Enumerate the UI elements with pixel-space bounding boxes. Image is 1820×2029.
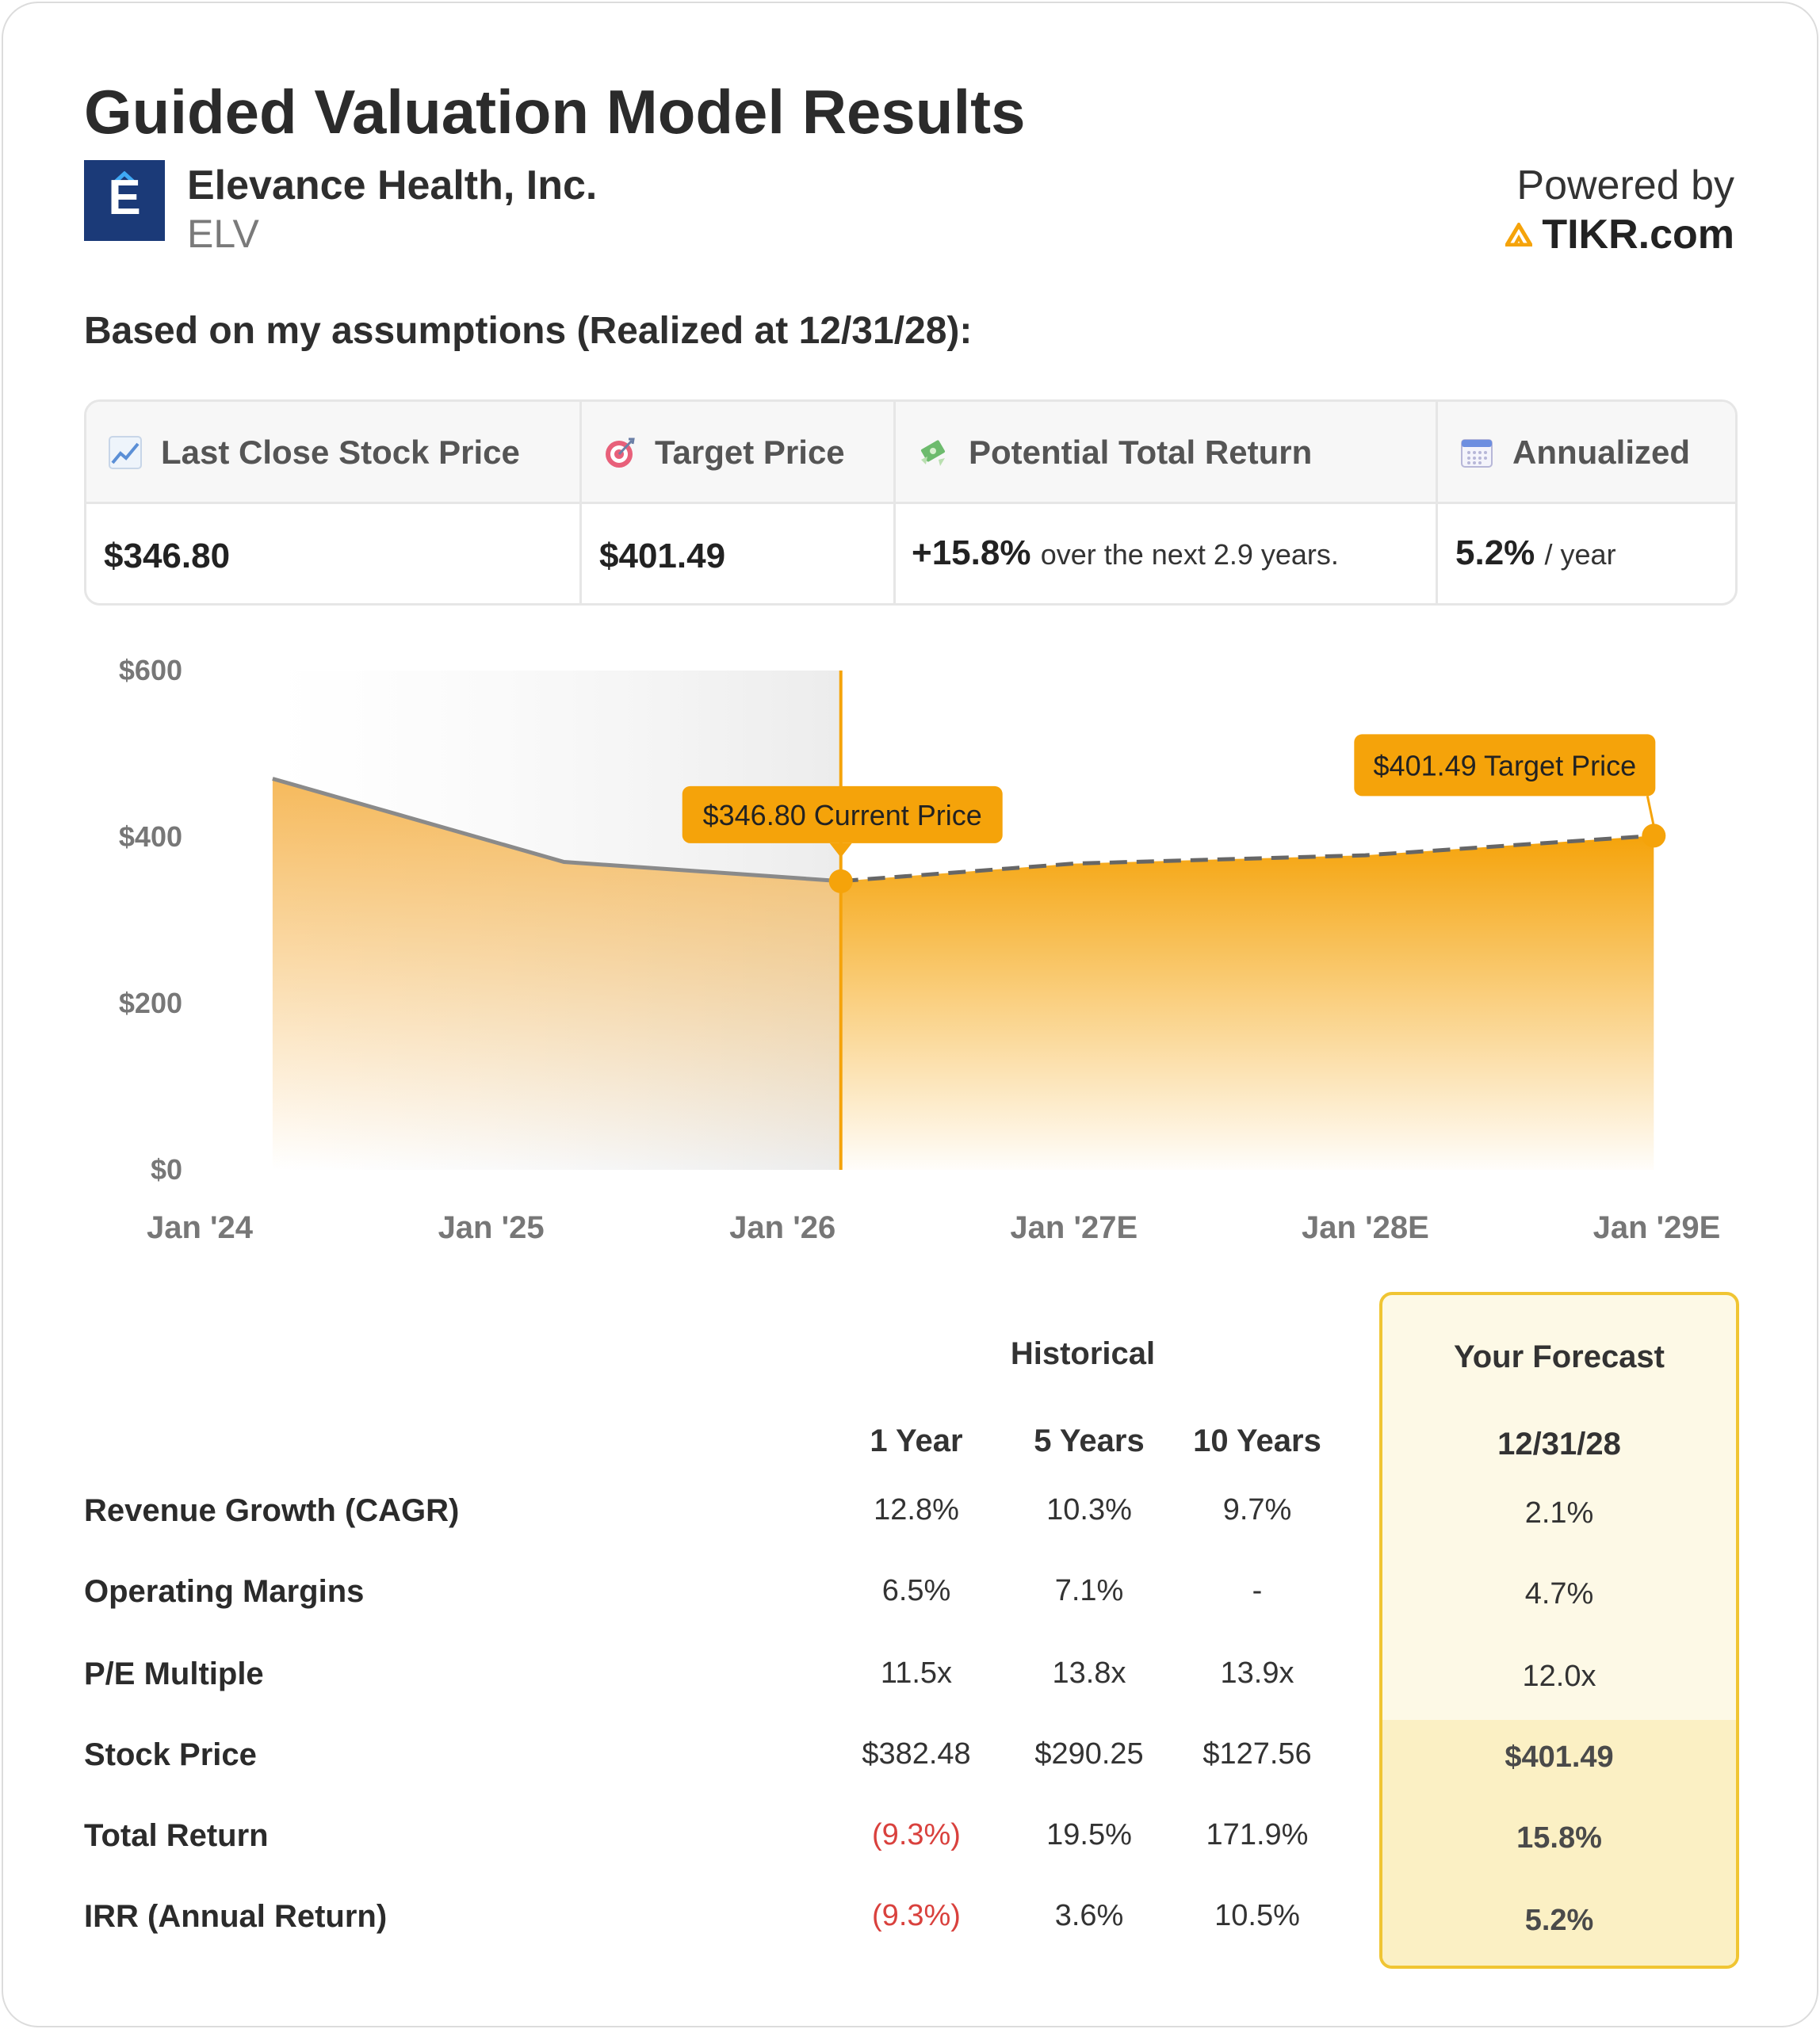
y-tick-label: $200 xyxy=(119,987,182,1019)
total-return-value: +15.8% xyxy=(912,533,1031,572)
forecast-column: Your Forecast 12/31/28 2.1% 4.7% 12.0x $… xyxy=(1379,1292,1739,1969)
y-tick-label: $600 xyxy=(119,654,182,686)
target-leader-line xyxy=(1646,796,1655,827)
operating-margins-10y: - xyxy=(1252,1574,1263,1607)
operating-margins-5y: 7.1% xyxy=(1054,1574,1124,1607)
money-with-wings-icon xyxy=(920,440,946,466)
historical-line xyxy=(272,777,841,884)
revenue-growth-5y: 10.3% xyxy=(1046,1493,1132,1527)
summary-table: Last Close Stock Price $346.80 Target Pr… xyxy=(84,399,1738,606)
x-tick-label: Jan '26 xyxy=(729,1210,835,1245)
forecast-operating-margins: 4.7% xyxy=(1524,1577,1594,1611)
last-close-value: $346.80 xyxy=(104,537,231,575)
annualized-unit: / year xyxy=(1544,538,1616,571)
current-price-label: $346.80 Current Price xyxy=(703,799,982,831)
annualized-label: Annualized xyxy=(1512,434,1691,471)
historical-heading: Historical xyxy=(1010,1336,1156,1371)
y-tick-label: $400 xyxy=(119,820,182,853)
col-header-10-years: 10 Years xyxy=(1193,1423,1321,1458)
row-label-revenue-growth: Revenue Growth (CAGR) xyxy=(84,1493,460,1528)
irr-5y: 3.6% xyxy=(1054,1899,1124,1932)
target-price-point[interactable] xyxy=(1642,823,1666,848)
pe-multiple-5y: 13.8x xyxy=(1052,1656,1126,1690)
row-label-total-return: Total Return xyxy=(84,1818,269,1853)
forecast-stock-price: $401.49 xyxy=(1505,1741,1614,1774)
row-label-stock-price: Stock Price xyxy=(84,1737,257,1772)
total-return-5y: 19.5% xyxy=(1046,1818,1132,1851)
summary-header-row xyxy=(86,402,1735,504)
forecast-heading: Your Forecast xyxy=(1454,1339,1665,1374)
total-return-value-wrap: +15.8% over the next 2.9 years. xyxy=(912,533,1339,573)
row-label-pe-multiple: P/E Multiple xyxy=(84,1656,264,1691)
chart-increasing-icon xyxy=(109,436,142,469)
x-tick-label: Jan '24 xyxy=(147,1210,254,1245)
operating-margins-1y: 6.5% xyxy=(881,1574,951,1607)
forecast-line xyxy=(840,833,1654,884)
total-return-1y: (9.3%) xyxy=(872,1818,961,1851)
forecast-results-band xyxy=(1382,1720,1736,1966)
total-return-10y: 171.9% xyxy=(1206,1818,1309,1851)
ticker-symbol: ELV xyxy=(187,212,259,256)
x-tick-label: Jan '25 xyxy=(438,1210,545,1245)
target-price-callout: $401.49 Target Price xyxy=(1354,734,1656,797)
forecast-area xyxy=(840,835,1654,1170)
stock-price-10y: $127.56 xyxy=(1202,1737,1312,1771)
summary-col-target: Target Price $401.49 xyxy=(579,402,896,603)
summary-col-annualized: Annualized 5.2% / year xyxy=(1436,402,1735,603)
brand-link[interactable]: TIKR.com xyxy=(1505,211,1734,258)
forecast-date: 12/31/28 xyxy=(1497,1427,1621,1462)
forecast-revenue-growth: 2.1% xyxy=(1524,1496,1594,1530)
logo-chevron-icon xyxy=(113,171,136,184)
stock-price-5y: $290.25 xyxy=(1034,1737,1144,1771)
current-price-point[interactable] xyxy=(828,869,853,893)
target-icon xyxy=(606,438,635,468)
summary-col-total-return: Potential Total Return +15.8% over the n… xyxy=(893,402,1438,603)
stock-price-1y: $382.48 xyxy=(862,1737,971,1771)
irr-1y: (9.3%) xyxy=(872,1899,961,1932)
target-price-label: $401.49 Target Price xyxy=(1374,749,1637,781)
forecast-pe-multiple: 12.0x xyxy=(1522,1660,1596,1693)
page-title: Guided Valuation Model Results xyxy=(84,77,1026,147)
x-tick-label: Jan '27E xyxy=(1010,1210,1138,1245)
company-name: Elevance Health, Inc. xyxy=(187,162,598,208)
calendar-icon xyxy=(1461,439,1493,468)
x-tick-label: Jan '28E xyxy=(1302,1210,1429,1245)
target-price-label: Target Price xyxy=(655,434,845,471)
forecast-total-return: 15.8% xyxy=(1516,1821,1602,1855)
annualized-value: 5.2% xyxy=(1455,533,1535,572)
revenue-growth-1y: 12.8% xyxy=(874,1493,959,1527)
irr-10y: 10.5% xyxy=(1214,1899,1300,1932)
row-label-operating-margins: Operating Margins xyxy=(84,1574,365,1609)
total-return-label: Potential Total Return xyxy=(969,434,1313,471)
price-chart: $0 $200 $400 $600 Jan '24 Jan '25 Jan '26 Jan … xyxy=(119,654,1721,1245)
assumptions-heading: Based on my assumptions (Realized at 12/… xyxy=(84,310,973,352)
pe-multiple-1y: 11.5x xyxy=(880,1656,953,1690)
historical-area xyxy=(272,778,841,1170)
total-return-period: over the next 2.9 years. xyxy=(1040,538,1339,571)
brand-name: TIKR.com xyxy=(1542,212,1734,258)
current-price-callout: $346.80 Current Price xyxy=(682,785,1003,858)
col-header-5-years: 5 Years xyxy=(1034,1423,1145,1458)
company-logo: E xyxy=(84,160,165,241)
row-label-irr: IRR (Annual Return) xyxy=(84,1899,388,1934)
revenue-growth-10y: 9.7% xyxy=(1222,1493,1292,1527)
last-close-label: Last Close Stock Price xyxy=(161,434,520,471)
annualized-value-wrap: 5.2% / year xyxy=(1455,533,1616,573)
x-tick-label: Jan '29E xyxy=(1593,1210,1721,1245)
forecast-irr: 5.2% xyxy=(1524,1904,1594,1937)
powered-by-label: Powered by xyxy=(1516,162,1734,208)
tikr-logo-icon xyxy=(1505,223,1533,246)
target-price-value: $401.49 xyxy=(599,537,726,575)
col-header-1-year: 1 Year xyxy=(870,1423,963,1458)
summary-col-last-close: Last Close Stock Price $346.80 xyxy=(86,402,579,603)
y-tick-label: $0 xyxy=(151,1153,182,1186)
pe-multiple-10y: 13.9x xyxy=(1220,1656,1294,1690)
